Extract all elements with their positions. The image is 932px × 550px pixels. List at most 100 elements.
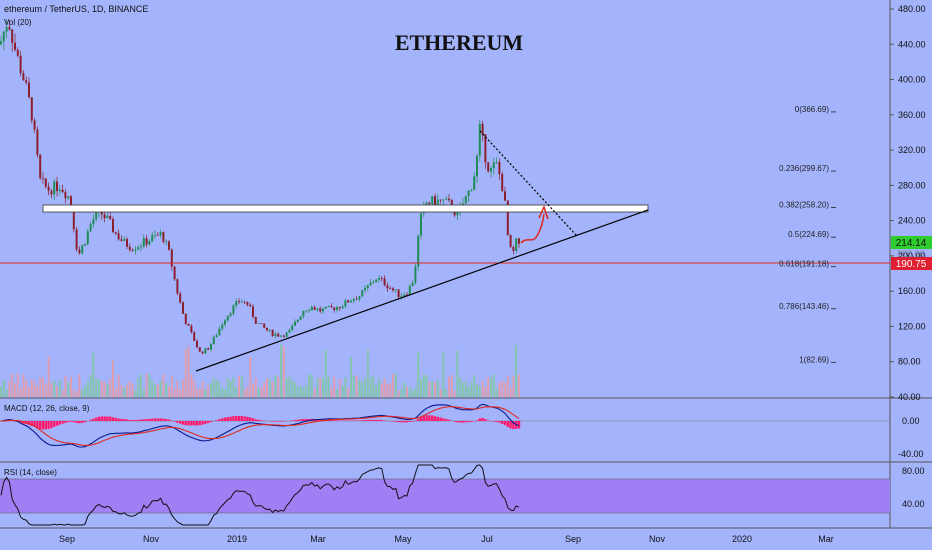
- macd-hist-bar: [184, 421, 187, 426]
- candle-body: [221, 324, 224, 329]
- volume-bar: [196, 388, 198, 397]
- candle-body: [226, 315, 229, 321]
- time-axis-label: 2020: [732, 534, 752, 544]
- volume-bar: [184, 348, 187, 397]
- macd-hist-bar: [333, 420, 336, 421]
- candle-body: [81, 245, 84, 254]
- volume-bar: [459, 377, 462, 397]
- volume-bar: [114, 387, 117, 397]
- volume-bar: [42, 377, 44, 397]
- candle-body: [434, 196, 436, 206]
- macd-hist-bar: [111, 417, 115, 421]
- macd-hist-bar: [139, 419, 143, 421]
- last-price-badge: [891, 236, 932, 249]
- volume-bar: [411, 390, 414, 397]
- price-tick-label: 120.00: [898, 321, 926, 331]
- volume-bar: [490, 377, 492, 397]
- candle-body: [123, 239, 126, 241]
- volume-bar: [131, 383, 134, 397]
- volume-bar: [28, 386, 30, 397]
- volume-bar: [176, 380, 179, 397]
- volume-bar: [140, 373, 142, 397]
- macd-histogram: [0, 415, 521, 430]
- candle-body: [383, 278, 386, 286]
- volume-bar: [299, 386, 302, 397]
- macd-hist-bar: [131, 420, 134, 421]
- time-axis-label: Sep: [59, 534, 75, 544]
- volume-bar: [310, 374, 313, 397]
- macd-hist-bar: [277, 421, 280, 422]
- fib-level-label: 0.786(143.46): [779, 302, 829, 311]
- candle-body: [75, 229, 78, 250]
- volume-bar: [25, 380, 28, 397]
- volume-bar: [58, 379, 61, 397]
- candle-body: [341, 306, 344, 309]
- candle-body: [296, 319, 299, 322]
- volume-bar: [95, 378, 98, 397]
- volume-bar: [243, 389, 246, 397]
- volume-bar: [347, 387, 350, 397]
- time-axis-label: Jul: [481, 534, 493, 544]
- macd-hist-bar: [19, 421, 22, 423]
- macd-hist-bar: [221, 418, 224, 421]
- volume-bar: [470, 381, 473, 397]
- price-tick-label: 440.00: [898, 39, 926, 49]
- volume-bar: [16, 373, 19, 397]
- macd-hist-bar: [249, 417, 252, 421]
- candle-body: [305, 310, 308, 312]
- volume-bar: [72, 389, 75, 397]
- candle-body: [159, 232, 162, 236]
- candle-body: [347, 300, 350, 303]
- price-tick-label: 280.00: [898, 180, 926, 190]
- volume-bar: [406, 386, 408, 397]
- time-axis-label: Mar: [310, 534, 326, 544]
- volume-bar: [515, 344, 518, 397]
- macd-hist-bar: [512, 421, 515, 430]
- volume-bar: [330, 387, 333, 397]
- volume-bar: [400, 389, 403, 397]
- macd-hist-bar: [117, 418, 120, 421]
- macd-hist-bar: [433, 416, 437, 421]
- candle-body: [319, 308, 322, 312]
- candle-body: [386, 285, 389, 289]
- macd-hist-bar: [453, 421, 456, 422]
- macd-hist-bar: [316, 419, 319, 421]
- macd-hist-bar: [226, 417, 229, 421]
- volume-bar: [495, 388, 498, 397]
- volume-bar: [187, 345, 190, 397]
- candle-body: [22, 73, 25, 81]
- fib-level-label: 0.382(258.20): [779, 201, 829, 210]
- macd-hist-bar: [109, 416, 112, 421]
- macd-hist-bar: [209, 421, 213, 423]
- volume-bar: [372, 375, 375, 397]
- volume-bar: [375, 385, 378, 397]
- candle-body: [8, 26, 11, 30]
- volume-bar: [288, 376, 291, 397]
- macd-tick-minus40: -40.00: [898, 449, 924, 459]
- volume-bar: [0, 386, 2, 397]
- candle-body: [187, 323, 190, 326]
- fib-level-label: 0.618(191.18): [779, 260, 829, 269]
- macd-hist-bar: [229, 416, 232, 421]
- volume-bar: [268, 379, 271, 397]
- candle-body: [442, 199, 445, 201]
- candle-body: [154, 234, 156, 236]
- candle-body: [215, 335, 218, 338]
- macd-hist-bar: [257, 419, 260, 421]
- candle-body: [44, 178, 47, 187]
- volume-bar: [137, 377, 140, 397]
- volume-bar: [392, 374, 394, 397]
- macd-hist-bar: [78, 421, 81, 424]
- volume-bar: [481, 380, 484, 397]
- volume-bar: [274, 374, 277, 397]
- fib-level-label: 0(366.69): [795, 105, 830, 114]
- candle-body: [207, 348, 210, 350]
- macd-hist-bar: [123, 419, 126, 421]
- macd-hist-bar: [383, 420, 386, 421]
- volume-bar: [100, 381, 103, 397]
- candle-body: [42, 178, 44, 179]
- macd-hist-bar: [335, 420, 339, 421]
- candle-body: [131, 249, 134, 251]
- volume-bar: [207, 385, 210, 397]
